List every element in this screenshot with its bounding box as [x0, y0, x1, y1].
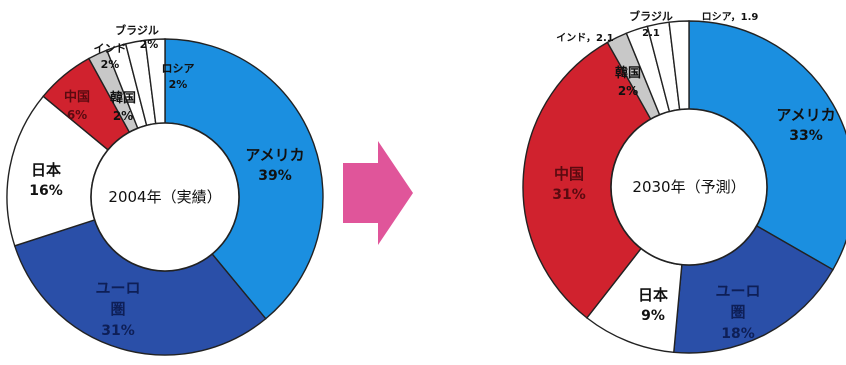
data-label: 31% [101, 323, 135, 339]
label-layer: アメリカ39%ユーロ圏31%日本16%中国6%韓国2%インド2%ブラジル2%ロシ… [29, 9, 835, 342]
slice-name-label: ユーロ [715, 282, 760, 300]
slice-name-label: ブラジル [629, 9, 673, 23]
data-label: 2% [169, 78, 188, 91]
slice-name-label: ユーロ [95, 279, 140, 297]
slice-name-label: 圏 [730, 303, 745, 321]
data-label: 31% [552, 187, 586, 203]
slice-name-label: 中国 [64, 89, 90, 105]
data-label: 2.1 [642, 28, 660, 39]
data-label: 6% [67, 108, 87, 122]
center-label: 2004年（実績） [108, 188, 221, 206]
slice-name-label: 中国 [554, 165, 584, 183]
slice-name-label: ロシア [162, 62, 195, 75]
slice-name-label: アメリカ [776, 106, 835, 124]
slice-name-label: 圏 [110, 300, 125, 318]
slice-name-label: 日本 [31, 161, 61, 179]
data-label: 9% [641, 308, 665, 324]
data-label: 18% [721, 326, 755, 342]
data-label: 2% [140, 38, 159, 51]
data-label: インド，2.1 [556, 32, 614, 44]
donut-chart-2030: 2030年（予測） [522, 20, 846, 354]
slice-name-label: ブラジル [115, 23, 159, 37]
data-label: 2% [618, 84, 638, 98]
slice-name-label: 韓国 [110, 90, 136, 106]
slice-name-label: アメリカ [245, 146, 304, 164]
data-label: 2% [101, 58, 120, 71]
data-label: 39% [258, 168, 292, 184]
data-label: ロシア，1.9 [702, 11, 759, 23]
center-label: 2030年（予測） [632, 178, 745, 196]
donut-hole [610, 108, 768, 266]
slice-name-label: 日本 [638, 286, 668, 304]
slice-name-label: 韓国 [615, 65, 641, 81]
slice-name-label: インド [94, 42, 127, 55]
donut-hole [90, 122, 240, 272]
donut-chart-2004: 2004年（実績） [6, 38, 324, 356]
data-label: 2% [113, 109, 133, 123]
arrow-right-icon [343, 141, 413, 245]
data-label: 16% [29, 183, 63, 199]
data-label: 33% [789, 128, 823, 144]
